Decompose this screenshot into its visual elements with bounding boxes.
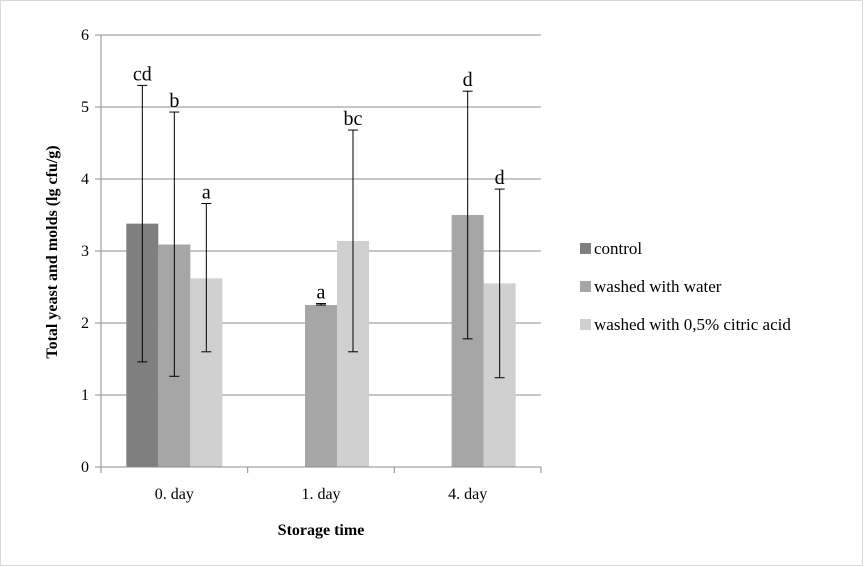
bars xyxy=(126,215,516,467)
x-tick-label: 4. day xyxy=(448,486,487,503)
significance-label: a xyxy=(202,181,211,203)
axes xyxy=(95,34,542,473)
y-axis-title: Total yeast and molds (lg cfu/g) xyxy=(44,145,61,358)
y-tick-label: 4 xyxy=(81,171,89,188)
legend-label: washed with water xyxy=(594,277,722,296)
y-tick-label: 3 xyxy=(81,243,89,260)
y-tick-label: 1 xyxy=(81,387,89,404)
significance-labels: cdb a a bc d d xyxy=(133,63,505,303)
significance-label: d xyxy=(463,69,473,91)
legend-swatch xyxy=(580,243,591,254)
x-tick-label: 0. day xyxy=(155,486,194,503)
error-bars xyxy=(137,84,505,379)
y-tick-label: 2 xyxy=(81,315,89,332)
significance-label: b xyxy=(169,90,179,112)
x-axis-title: Storage time xyxy=(278,522,365,539)
x-tick-label: 1. day xyxy=(301,486,340,503)
significance-label: bc xyxy=(344,108,363,130)
legend-swatch xyxy=(580,281,591,292)
legend-swatch xyxy=(580,319,591,330)
y-tick-labels: 0 1 2 3 4 5 6 xyxy=(81,27,89,476)
y-tick-label: 5 xyxy=(81,99,89,116)
significance-label: cd xyxy=(133,63,152,85)
legend-label: control xyxy=(594,239,642,258)
significance-label: a xyxy=(317,282,326,304)
legend-label: washed with 0,5% citric acid xyxy=(594,315,791,334)
y-tick-label: 0 xyxy=(81,459,89,476)
y-tick-label: 6 xyxy=(81,27,89,44)
legend: control washed with water washed with 0,5%… xyxy=(580,239,791,334)
x-tick-labels: 0. day 1. day 4. day xyxy=(155,486,487,503)
bar xyxy=(305,305,337,467)
significance-label: d xyxy=(495,167,505,189)
